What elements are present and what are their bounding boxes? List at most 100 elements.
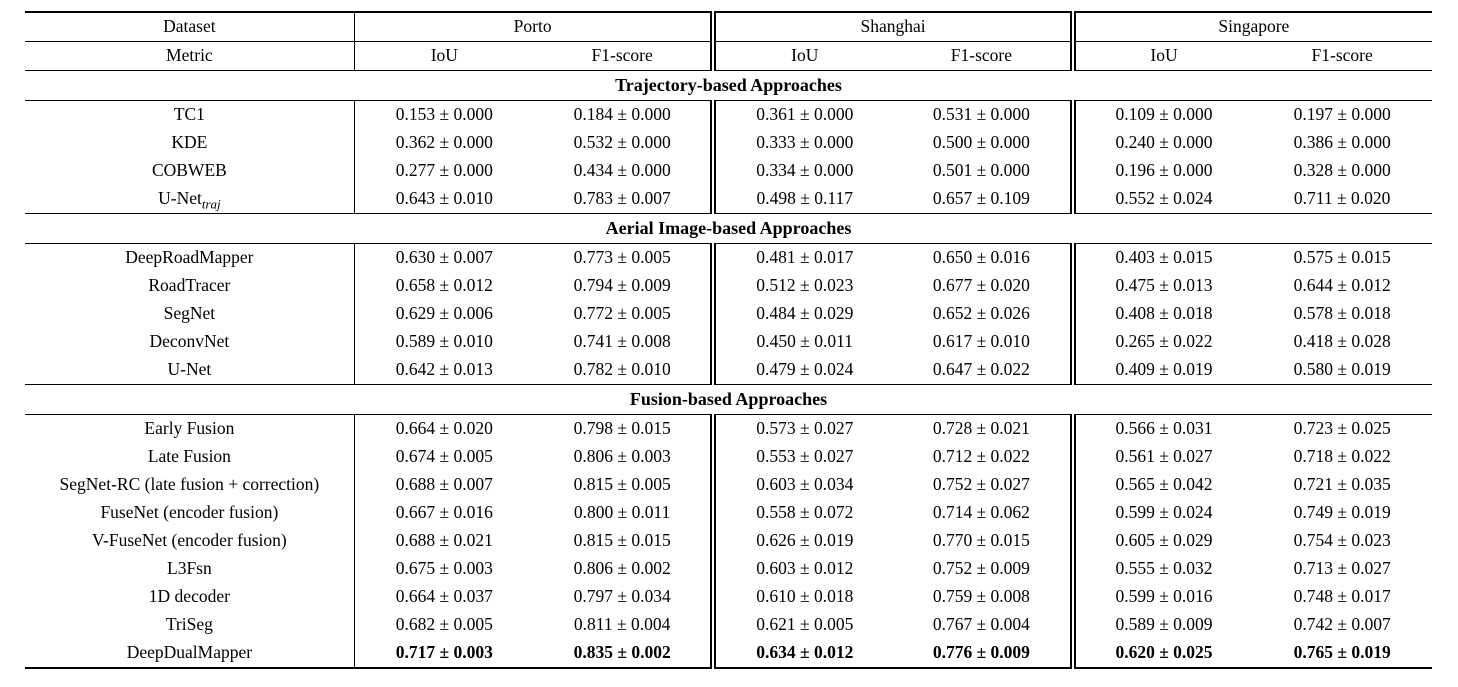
header-row-dataset: Dataset Porto Shanghai Singapore [25,12,1432,42]
value-cell: 0.475 ± 0.013 [1069,272,1253,300]
value-cell: 0.634 ± 0.012 [710,639,894,668]
value-cell: 0.334 ± 0.000 [710,157,894,185]
method-label: U-Net [167,359,212,380]
method-label: RoadTracer [148,275,231,296]
value-cell: 0.580 ± 0.019 [1293,359,1391,380]
value-cell: 0.418 ± 0.028 [1293,331,1391,352]
value-cell: 0.652 ± 0.026 [932,303,1030,324]
table-row-late-fusion: Late Fusion 0.674 ± 0.005 0.806 ± 0.003 0.5… [25,443,1432,471]
value-cell: 0.713 ± 0.027 [1293,558,1391,579]
value-cell: 0.479 ± 0.024 [710,356,894,385]
value-cell: 0.759 ± 0.008 [932,586,1030,607]
value-cell: 0.197 ± 0.000 [1293,104,1391,125]
value-cell: 0.664 ± 0.020 [353,414,534,443]
section-title: Trajectory-based Approaches [25,70,1432,101]
table-row-early-fusion: Early Fusion 0.664 ± 0.020 0.798 ± 0.015 0.… [25,414,1432,443]
table-row-deepdualmapper: DeepDualMapper 0.717 ± 0.003 0.835 ± 0.002… [25,639,1432,668]
table-row-u-net: U-Net 0.642 ± 0.013 0.782 ± 0.010 0.479 ± 0… [25,356,1432,385]
value-cell: 0.362 ± 0.000 [353,129,534,157]
value-cell: 0.196 ± 0.000 [1069,157,1253,185]
dataset-header-shanghai: Shanghai [710,12,1073,42]
value-cell: 0.806 ± 0.002 [573,558,671,579]
method-label: L3Fsn [167,558,212,579]
value-cell: 0.409 ± 0.019 [1069,356,1253,385]
value-cell: 0.767 ± 0.004 [932,614,1030,635]
dataset-header-singapore: Singapore [1069,12,1432,42]
value-cell: 0.434 ± 0.000 [573,160,671,181]
table-row-fusenet-encoder-fusion: FuseNet (encoder fusion) 0.667 ± 0.016 0.8… [25,499,1432,527]
value-cell: 0.658 ± 0.012 [353,272,534,300]
table-body: Trajectory-based Approaches TC1 0.153 ± 0.… [25,70,1432,668]
value-cell: 0.800 ± 0.011 [573,502,671,523]
method-label: COBWEB [151,160,227,181]
value-cell: 0.728 ± 0.021 [932,418,1030,439]
value-cell: 0.566 ± 0.031 [1069,414,1253,443]
value-cell: 0.603 ± 0.012 [710,555,894,583]
value-cell: 0.621 ± 0.005 [710,611,894,639]
table-row-kde: KDE 0.362 ± 0.000 0.532 ± 0.000 0.333 ± 0.0… [25,129,1432,157]
value-cell: 0.552 ± 0.024 [1069,185,1253,214]
value-cell: 0.558 ± 0.072 [710,499,894,527]
value-cell: 0.408 ± 0.018 [1069,300,1253,328]
value-cell: 0.629 ± 0.006 [353,300,534,328]
value-cell: 0.610 ± 0.018 [710,583,894,611]
method-label: Early Fusion [144,418,235,439]
value-cell: 0.776 ± 0.009 [932,642,1030,663]
shanghai-iou-header: IoU [710,41,894,71]
value-cell: 0.617 ± 0.010 [932,331,1030,352]
value-cell: 0.711 ± 0.020 [1293,188,1391,209]
value-cell: 0.718 ± 0.022 [1293,446,1391,467]
value-cell: 0.752 ± 0.009 [932,558,1030,579]
value-cell: 0.712 ± 0.022 [932,446,1030,467]
value-cell: 0.682 ± 0.005 [353,611,534,639]
value-cell: 0.498 ± 0.117 [710,185,894,214]
table-row-1d-decoder: 1D decoder 0.664 ± 0.037 0.797 ± 0.034 0.61… [25,583,1432,611]
value-cell: 0.674 ± 0.005 [353,443,534,471]
value-cell: 0.565 ± 0.042 [1069,471,1253,499]
method-label: FuseNet (encoder fusion) [100,502,279,523]
value-cell: 0.798 ± 0.015 [573,418,671,439]
value-cell: 0.664 ± 0.037 [353,583,534,611]
value-cell: 0.721 ± 0.035 [1293,474,1391,495]
value-cell: 0.815 ± 0.015 [573,530,671,551]
method-label: KDE [171,132,208,153]
value-cell: 0.772 ± 0.005 [573,303,671,324]
value-cell: 0.782 ± 0.010 [573,359,671,380]
value-cell: 0.667 ± 0.016 [353,499,534,527]
value-cell: 0.578 ± 0.018 [1293,303,1391,324]
value-cell: 0.794 ± 0.009 [573,275,671,296]
value-cell: 0.500 ± 0.000 [932,132,1030,153]
value-cell: 0.553 ± 0.027 [710,443,894,471]
table-row-cobweb: COBWEB 0.277 ± 0.000 0.434 ± 0.000 0.334 ± … [25,157,1432,185]
value-cell: 0.620 ± 0.025 [1069,639,1253,668]
value-cell: 0.773 ± 0.005 [573,247,671,268]
table-row-segnet-rc-late-fusion-correction: SegNet-RC (late fusion + correction) 0.68… [25,471,1432,499]
value-cell: 0.555 ± 0.032 [1069,555,1253,583]
table-row-l3fsn: L3Fsn 0.675 ± 0.003 0.806 ± 0.002 0.603 ± 0… [25,555,1432,583]
method-label-subscript: traj [201,196,221,212]
value-cell: 0.277 ± 0.000 [353,157,534,185]
value-cell: 0.532 ± 0.000 [573,132,671,153]
section-row-trajectory-based-approaches: Trajectory-based Approaches [25,70,1432,101]
value-cell: 0.589 ± 0.010 [353,328,534,356]
value-cell: 0.109 ± 0.000 [1069,100,1253,129]
table-row-deeproadmapper: DeepRoadMapper 0.630 ± 0.007 0.773 ± 0.005… [25,243,1432,272]
value-cell: 0.240 ± 0.000 [1069,129,1253,157]
method-label: Late Fusion [147,446,231,467]
value-cell: 0.512 ± 0.023 [710,272,894,300]
table-row-segnet: SegNet 0.629 ± 0.006 0.772 ± 0.005 0.484 ± … [25,300,1432,328]
value-cell: 0.333 ± 0.000 [710,129,894,157]
method-label: SegNet-RC (late fusion + correction) [59,474,320,495]
section-row-fusion-based-approaches: Fusion-based Approaches [25,384,1432,415]
value-cell: 0.797 ± 0.034 [573,586,671,607]
metric-header-label: Metric [25,41,355,71]
section-row-aerial-image-based-approaches: Aerial Image-based Approaches [25,213,1432,244]
value-cell: 0.741 ± 0.008 [573,331,671,352]
porto-f1-header: F1-score [533,41,714,71]
method-label: DeconvNet [149,331,230,352]
value-cell: 0.599 ± 0.024 [1069,499,1253,527]
value-cell: 0.501 ± 0.000 [932,160,1030,181]
value-cell: 0.723 ± 0.025 [1293,418,1391,439]
value-cell: 0.742 ± 0.007 [1293,614,1391,635]
